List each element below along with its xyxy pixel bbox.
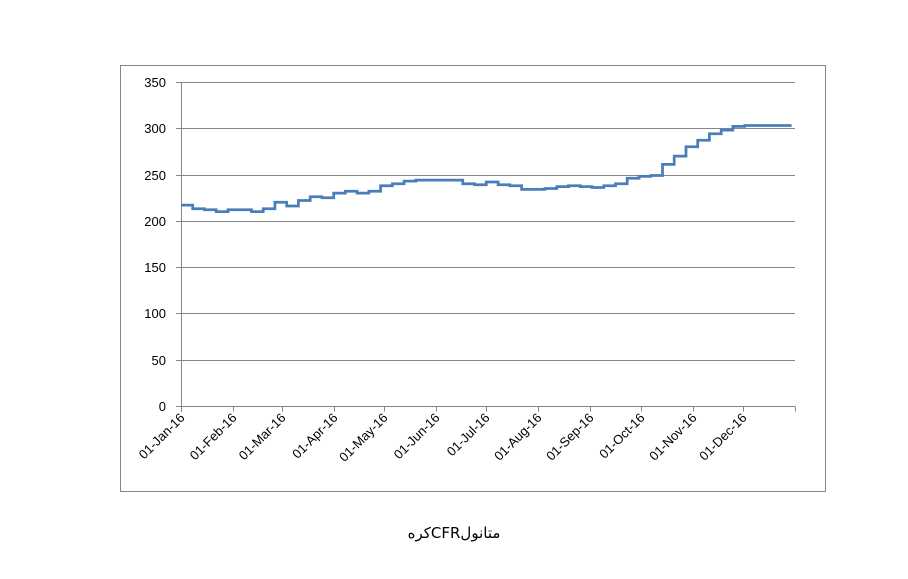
series-line: [181, 124, 792, 213]
x-tick-label: 01-Oct-16: [596, 410, 647, 461]
x-tick-label: 01-Sep-16: [543, 410, 597, 464]
x-tick-label: 01-Apr-16: [289, 410, 340, 461]
y-tick-label: 0: [159, 399, 166, 414]
x-tick-label: 01-Feb-16: [187, 410, 240, 463]
y-tick-label: 200: [144, 214, 166, 229]
gridlines: [176, 82, 795, 361]
series-layer: [181, 124, 792, 213]
y-tick-label: 50: [152, 353, 166, 368]
y-tick-label: 250: [144, 168, 166, 183]
y-tick-label: 150: [144, 260, 166, 275]
axes: [176, 82, 796, 412]
x-tick-label: 01-Aug-16: [491, 410, 545, 464]
chart-area-frame: [120, 65, 826, 492]
y-tick-label: 100: [144, 306, 166, 321]
x-tick-label: 01-Mar-16: [236, 410, 289, 463]
x-tick-label: 01-Jul-16: [444, 410, 493, 459]
y-tick-label: 300: [144, 121, 166, 136]
x-tick-label: 01-Dec-16: [696, 410, 750, 464]
chart-caption: متانولCFRکره: [407, 524, 501, 542]
y-tick-labels: 0 50 100 150 200 250 300 350: [144, 75, 166, 414]
x-tick-label: 01-Jun-16: [391, 410, 443, 462]
x-tick-label: 01-Nov-16: [646, 410, 700, 464]
y-tick-label: 350: [144, 75, 166, 90]
x-tick-label: 01-Jan-16: [136, 410, 188, 462]
x-tick-label: 01-May-16: [336, 410, 391, 465]
